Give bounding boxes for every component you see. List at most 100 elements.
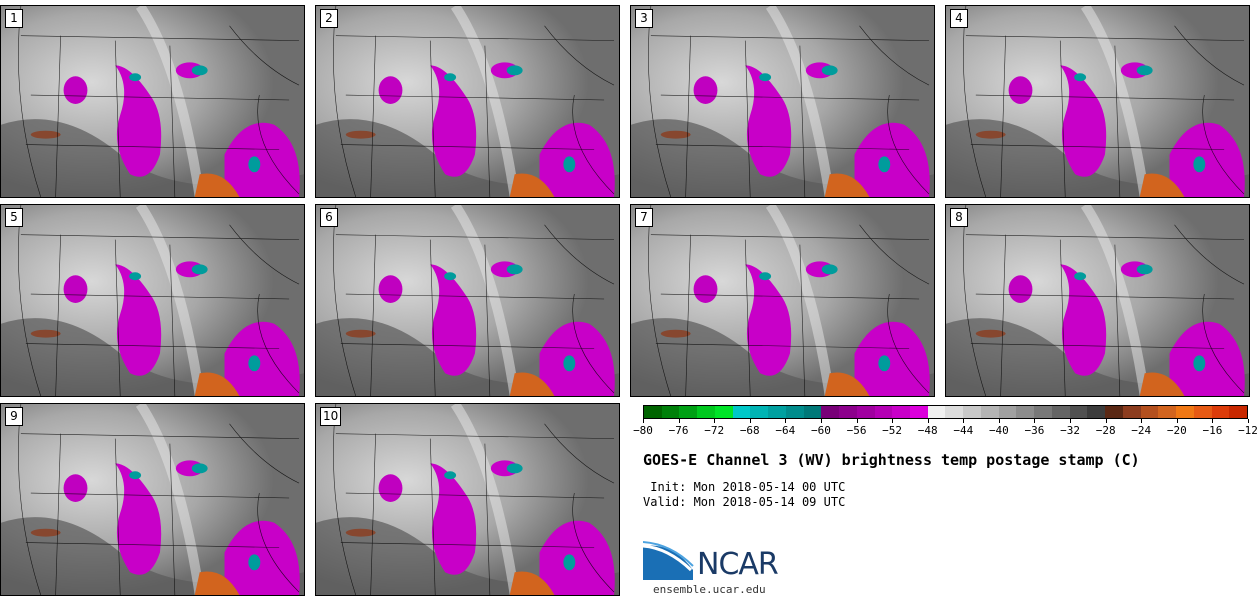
init-time: Init: Mon 2018-05-14 00 UTC [643,480,846,494]
colorbar-tick [1141,419,1143,423]
colorbar-segment [679,406,698,418]
colorbar-tick [749,419,751,423]
colorbar-tick [714,419,716,423]
colorbar [643,405,1248,419]
colorbar-tick [856,419,858,423]
panel-number-label: 7 [635,208,653,227]
map-panel: 6 [315,204,620,397]
colorbar-tick-label: −20 [1166,424,1187,437]
colorbar-segment [768,406,786,418]
brightness-temp-map [631,6,934,197]
colorbar-tick-label: −32 [1060,424,1080,437]
colorbar-segment [821,406,840,418]
colorbar-tick [1034,419,1036,423]
panel-number-label: 6 [320,208,338,227]
colorbar-tick [927,419,929,423]
colorbar-tick-label: −28 [1095,424,1116,437]
colorbar-segment [910,406,928,418]
colorbar-tick-label: −40 [988,424,1009,437]
panel-number-label: 4 [950,9,968,28]
map-panel: 5 [0,204,305,397]
colorbar-tick-label: −12 [1238,424,1258,437]
colorbar-segment [1087,406,1106,418]
colorbar-segment [927,406,946,418]
colorbar-tick [963,419,965,423]
colorbar-segment [963,406,981,418]
map-panel: 7 [630,204,935,397]
colorbar-tick [998,419,1000,423]
colorbar-segment [732,406,751,418]
colorbar-tick [643,419,644,423]
colorbar-segment [1069,406,1088,418]
colorbar-tick-label: −64 [775,424,796,437]
panel-number-label: 2 [320,9,338,28]
colorbar-segment [839,406,857,418]
colorbar-segment [1051,406,1070,418]
panel-number-label: 1 [5,9,23,28]
colorbar-segment [697,406,715,418]
colorbar-segment [1229,406,1247,418]
panel-number-label: 8 [950,208,968,227]
colorbar-tick-label: −36 [1024,424,1045,437]
colorbar-segment [1176,406,1194,418]
colorbar-segment [1193,406,1212,418]
colorbar-segment [980,406,999,418]
brightness-temp-map [631,205,934,396]
panel-number-label: 10 [320,407,342,426]
colorbar-tick-label: −60 [811,424,831,437]
ncar-wordmark: NCAR [697,547,779,582]
colorbar-segment [1158,406,1177,418]
brightness-temp-map [316,404,619,595]
map-panel: 9 [0,403,305,596]
colorbar-segment [892,406,911,418]
plot-title: GOES-E Channel 3 (WV) brightness temp po… [643,451,1140,469]
map-panel: 8 [945,204,1250,397]
brightness-temp-map [316,205,619,396]
brightness-temp-map [316,6,619,197]
colorbar-tick [820,419,822,423]
colorbar-tick-label: −44 [953,424,974,437]
colorbar-tick [1070,419,1072,423]
valid-time: Valid: Mon 2018-05-14 09 UTC [643,495,846,509]
colorbar-tick-label: −80 [633,424,653,437]
ncar-logo-icon [643,541,694,580]
panel-number-label: 9 [5,407,23,426]
colorbar-tick-label: −52 [882,424,903,437]
colorbar-segment [1140,406,1159,418]
site-url: ensemble.ucar.edu [653,583,766,596]
colorbar-tick [678,419,680,423]
colorbar-segment [945,406,964,418]
colorbar-segment [998,406,1017,418]
panel-number-label: 3 [635,9,653,28]
colorbar-ticks: −80 −76 −72 −68 −64 −60 −56 −52 −48 −44 −40 −36 −32 −… [633,419,1258,439]
brightness-temp-map [946,205,1249,396]
colorbar-tick-label: −76 [668,424,689,437]
colorbar-segment [856,406,875,418]
map-panel: 3 [630,5,935,198]
colorbar-tick [1212,419,1214,423]
colorbar-tick-label: −48 [917,424,938,437]
colorbar-tick [1248,419,1249,423]
colorbar-tick [785,419,787,423]
colorbar-segment [661,406,680,418]
colorbar-segment [750,406,769,418]
colorbar-tick-label: −24 [1131,424,1152,437]
colorbar-segment [644,406,662,418]
colorbar-tick-label: −16 [1202,424,1223,437]
map-panel: 10 [315,403,620,596]
colorbar-tick [1105,419,1107,423]
colorbar-tick-label: −56 [846,424,867,437]
colorbar-segment [1122,406,1141,418]
colorbar-segment [714,406,733,418]
colorbar-segment [785,406,804,418]
colorbar-tick-label: −68 [739,424,760,437]
map-panel: 2 [315,5,620,198]
colorbar-segment [803,406,822,418]
map-panel: 4 [945,5,1250,198]
map-panel: 1 [0,5,305,198]
brightness-temp-map [1,404,304,595]
colorbar-segment [874,406,893,418]
brightness-temp-map [1,205,304,396]
colorbar-segment [1034,406,1052,418]
brightness-temp-map [946,6,1249,197]
